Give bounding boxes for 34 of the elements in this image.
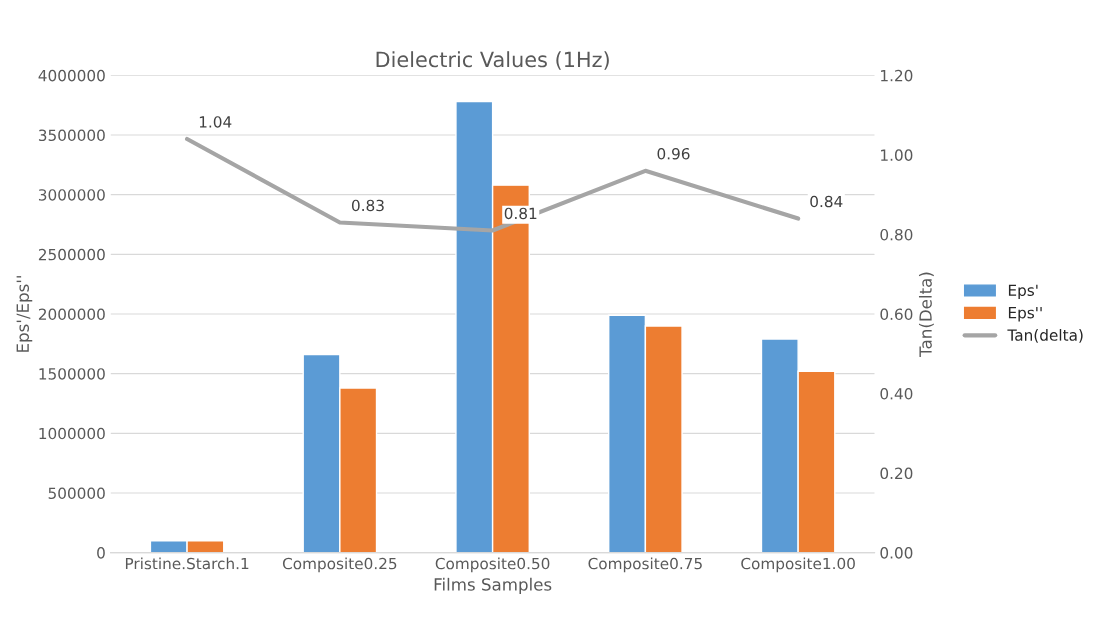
x-tick-label: Composite1.00 — [741, 557, 855, 573]
y-tick-label: 500000 — [48, 487, 105, 499]
x-tick-label: Composite0.25 — [282, 557, 397, 573]
y-tick-label: 1500000 — [39, 368, 105, 380]
y2-tick-label: 1.00 — [881, 149, 913, 161]
y-tick-label: 2000000 — [38, 308, 105, 321]
y-tick-label: 3000000 — [38, 189, 105, 201]
y2-tick-label: 0.00 — [880, 547, 913, 559]
y2-tick-label: 0.80 — [880, 228, 913, 241]
legend-label: Eps' — [1008, 284, 1038, 299]
data-label: 0.96 — [657, 147, 690, 160]
legend-label: Tan(delta) — [1007, 329, 1083, 343]
x-axis-title: Films Samples — [434, 577, 552, 594]
y-tick-label: 1000000 — [39, 427, 105, 440]
y-tick-label: 4000000 — [38, 69, 105, 82]
y-tick-label: 0 — [97, 547, 105, 559]
x-tick-label: Pristine.Starch.1 — [125, 557, 249, 570]
y2-tick-label: 1.20 — [881, 69, 913, 82]
y2-axis-title: Tan(Delta) — [918, 272, 934, 357]
x-tick-label: Composite0.75 — [588, 557, 702, 573]
chart-title: Dielectric Values (1Hz) — [376, 51, 609, 70]
y2-tick-label: 0.20 — [880, 467, 913, 480]
y2-tick-label: 0.60 — [880, 308, 913, 321]
data-label: 0.83 — [351, 199, 384, 212]
y-tick-label: 2500000 — [38, 248, 105, 261]
y-axis-title: Eps'/Eps'' — [16, 276, 33, 352]
data-label: 1.04 — [199, 116, 232, 128]
y2-tick-label: 0.40 — [880, 388, 913, 400]
line-series — [184, 136, 801, 233]
x-tick-label: Composite0.50 — [435, 557, 550, 573]
legend-label: Eps'' — [1008, 307, 1042, 322]
y-tick-label: 3500000 — [38, 129, 105, 142]
data-label: 0.84 — [810, 195, 843, 208]
data-label: 0.81 — [504, 207, 537, 220]
